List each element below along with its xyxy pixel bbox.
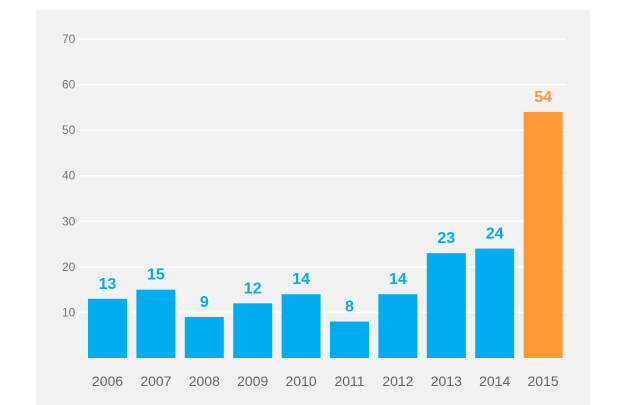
y-tick-label: 40 xyxy=(62,169,76,183)
bar xyxy=(184,316,224,358)
data-label: 12 xyxy=(244,280,262,297)
bar xyxy=(378,294,418,358)
x-tick-label: 2011 xyxy=(334,373,364,389)
data-label: 9 xyxy=(200,294,209,311)
data-label: 14 xyxy=(389,271,407,288)
data-label: 14 xyxy=(292,271,310,288)
y-tick-label: 70 xyxy=(62,32,76,46)
bar xyxy=(523,111,563,359)
bar xyxy=(233,303,273,358)
x-tick-label: 2012 xyxy=(382,373,413,389)
x-tick-label: 2006 xyxy=(92,373,123,389)
data-label: 8 xyxy=(345,299,354,316)
data-label: 15 xyxy=(147,267,165,284)
bar xyxy=(136,289,176,358)
y-tick-label: 10 xyxy=(62,305,76,319)
x-tick-label: 2009 xyxy=(237,373,268,389)
bar xyxy=(475,248,515,358)
bar xyxy=(426,253,466,358)
data-label: 13 xyxy=(99,276,117,293)
x-tick-label: 2007 xyxy=(140,373,171,389)
y-tick-label: 60 xyxy=(62,78,76,92)
bar xyxy=(330,321,369,358)
y-tick-label: 20 xyxy=(62,260,76,274)
x-tick-label: 2014 xyxy=(479,373,510,389)
bar xyxy=(88,298,127,358)
data-label: 54 xyxy=(534,89,552,106)
x-tick-label: 2013 xyxy=(431,373,462,389)
data-label: 23 xyxy=(437,230,455,247)
data-label: 24 xyxy=(486,226,504,243)
y-tick-label: 50 xyxy=(62,123,76,137)
bar xyxy=(281,294,321,358)
y-tick-label: 30 xyxy=(62,214,76,228)
x-tick-label: 2010 xyxy=(286,373,317,389)
x-tick-label: 2015 xyxy=(528,373,559,389)
x-tick-label: 2008 xyxy=(189,373,220,389)
